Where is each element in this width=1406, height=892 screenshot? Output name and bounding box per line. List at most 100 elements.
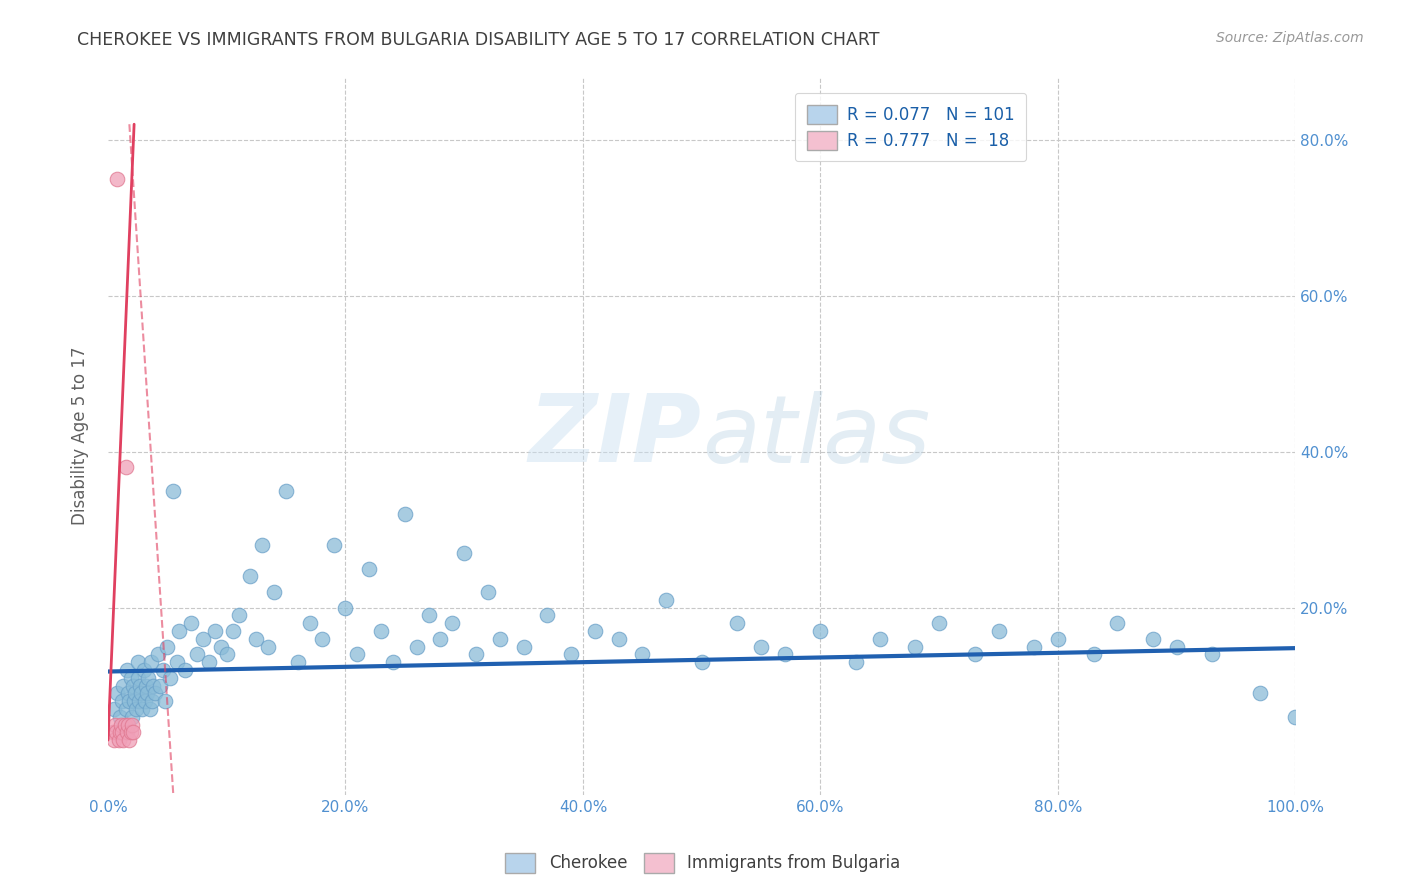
- Point: [245, 632, 267, 646]
- Point: [156, 640, 179, 654]
- Point: [1083, 648, 1105, 662]
- Point: [749, 640, 772, 654]
- Point: [127, 671, 149, 685]
- Point: [221, 624, 243, 638]
- Point: [418, 608, 440, 623]
- Point: [105, 725, 128, 739]
- Point: [453, 546, 475, 560]
- Point: [204, 624, 226, 638]
- Text: CHEROKEE VS IMMIGRANTS FROM BULGARIA DISABILITY AGE 5 TO 17 CORRELATION CHART: CHEROKEE VS IMMIGRANTS FROM BULGARIA DIS…: [77, 31, 880, 49]
- Point: [186, 648, 208, 662]
- Legend: R = 0.077   N = 101, R = 0.777   N =  18: R = 0.077 N = 101, R = 0.777 N = 18: [794, 93, 1026, 161]
- Point: [108, 710, 131, 724]
- Point: [127, 655, 149, 669]
- Point: [118, 733, 141, 747]
- Point: [228, 608, 250, 623]
- Point: [252, 538, 274, 552]
- Point: [146, 648, 169, 662]
- Point: [429, 632, 451, 646]
- Point: [1024, 640, 1046, 654]
- Point: [141, 694, 163, 708]
- Point: [138, 702, 160, 716]
- Point: [117, 686, 139, 700]
- Point: [209, 640, 232, 654]
- Point: [166, 655, 188, 669]
- Y-axis label: Disability Age 5 to 17: Disability Age 5 to 17: [72, 347, 89, 525]
- Point: [335, 600, 357, 615]
- Point: [560, 648, 582, 662]
- Point: [112, 679, 135, 693]
- Point: [159, 671, 181, 685]
- Point: [963, 648, 986, 662]
- Point: [132, 663, 155, 677]
- Point: [174, 663, 197, 677]
- Point: [149, 679, 172, 693]
- Point: [121, 710, 143, 724]
- Point: [128, 694, 150, 708]
- Point: [115, 725, 138, 739]
- Point: [928, 616, 950, 631]
- Point: [135, 679, 157, 693]
- Point: [512, 640, 534, 654]
- Point: [298, 616, 321, 631]
- Point: [725, 616, 748, 631]
- Point: [101, 725, 124, 739]
- Point: [122, 694, 145, 708]
- Point: [536, 608, 558, 623]
- Point: [322, 538, 344, 552]
- Point: [153, 694, 176, 708]
- Point: [117, 717, 139, 731]
- Point: [138, 671, 160, 685]
- Point: [108, 725, 131, 739]
- Point: [125, 702, 148, 716]
- Point: [987, 624, 1010, 638]
- Point: [1201, 648, 1223, 662]
- Point: [370, 624, 392, 638]
- Point: [607, 632, 630, 646]
- Point: [257, 640, 280, 654]
- Point: [129, 686, 152, 700]
- Point: [198, 655, 221, 669]
- Point: [274, 483, 297, 498]
- Point: [114, 460, 136, 475]
- Point: [111, 694, 134, 708]
- Point: [239, 569, 262, 583]
- Point: [845, 655, 868, 669]
- Point: [904, 640, 927, 654]
- Point: [489, 632, 512, 646]
- Point: [191, 632, 214, 646]
- Point: [118, 694, 141, 708]
- Point: [215, 648, 238, 662]
- Point: [139, 655, 162, 669]
- Point: [134, 694, 156, 708]
- Point: [142, 679, 165, 693]
- Point: [1046, 632, 1069, 646]
- Point: [1166, 640, 1188, 654]
- Text: atlas: atlas: [702, 391, 929, 482]
- Point: [111, 725, 134, 739]
- Point: [311, 632, 333, 646]
- Point: [287, 655, 309, 669]
- Point: [1249, 686, 1271, 700]
- Point: [115, 663, 138, 677]
- Point: [122, 679, 145, 693]
- Point: [104, 717, 127, 731]
- Point: [465, 648, 488, 662]
- Point: [129, 679, 152, 693]
- Point: [869, 632, 891, 646]
- Point: [810, 624, 832, 638]
- Point: [122, 725, 145, 739]
- Point: [1107, 616, 1129, 631]
- Legend: Cherokee, Immigrants from Bulgaria: Cherokee, Immigrants from Bulgaria: [499, 847, 907, 880]
- Point: [263, 585, 285, 599]
- Point: [690, 655, 713, 669]
- Point: [107, 686, 129, 700]
- Text: Source: ZipAtlas.com: Source: ZipAtlas.com: [1216, 31, 1364, 45]
- Point: [359, 561, 381, 575]
- Point: [120, 725, 142, 739]
- Point: [346, 648, 368, 662]
- Point: [112, 733, 135, 747]
- Point: [477, 585, 499, 599]
- Point: [121, 717, 143, 731]
- Point: [1142, 632, 1164, 646]
